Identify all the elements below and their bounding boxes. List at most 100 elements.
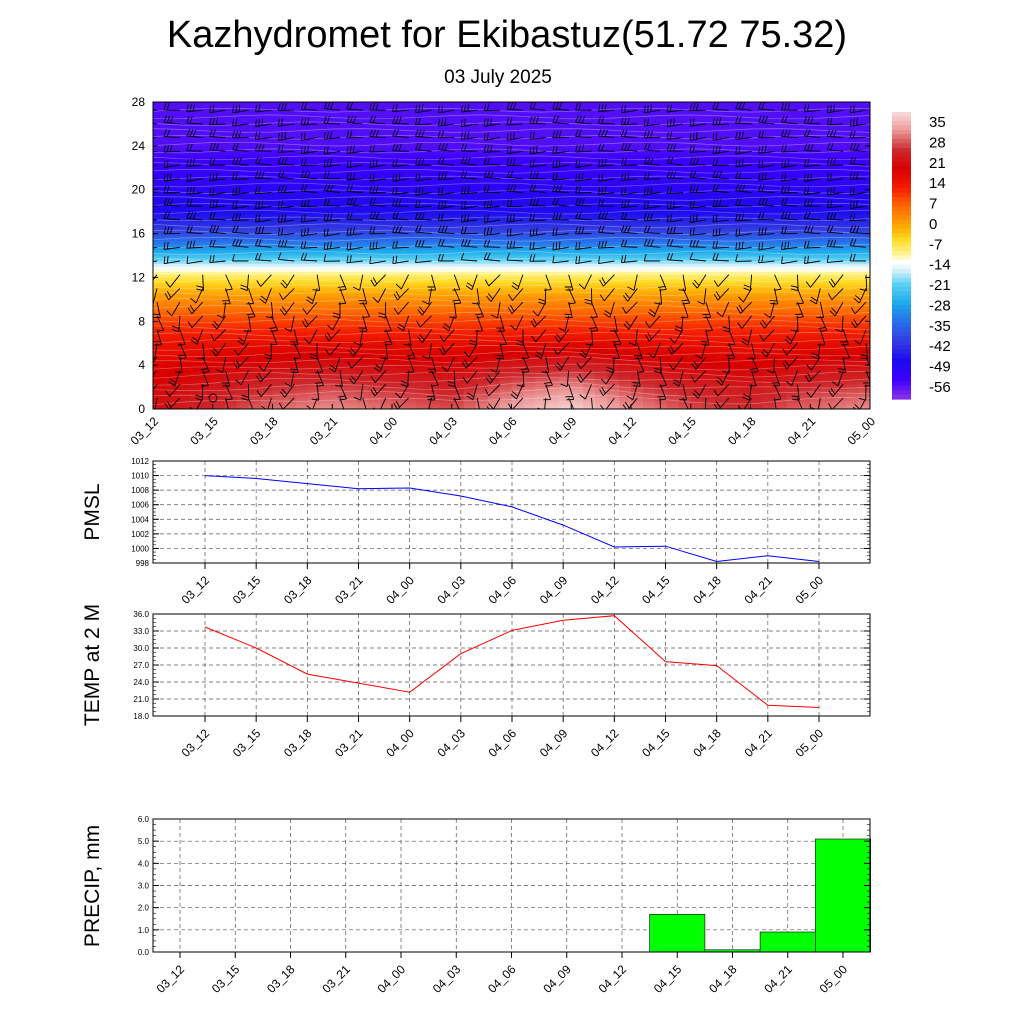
heatmap-cell [296,288,309,292]
heatmap-cell [320,208,333,213]
heatmap-cell [356,148,369,152]
heatmap-cell [415,324,429,328]
heatmap-cell [654,203,668,207]
heatmap-cell [356,225,369,229]
heatmap-cell [236,129,250,133]
heatmap-cell [164,250,178,254]
heatmap-cell [248,282,262,287]
heatmap-cell [308,250,321,254]
heatmap-cell [535,178,548,183]
heatmap-cell [176,321,190,325]
heatmap-cell [356,318,369,322]
heatmap-cell [320,260,333,265]
heatmap-cell [583,250,596,254]
heatmap-cell [631,217,644,221]
heatmap-cell [702,277,716,281]
heatmap-cell [642,154,656,158]
heatmap-cell [236,148,250,152]
heatmap-cell [236,280,250,284]
heatmap-cell [654,129,668,133]
heatmap-cell [631,123,644,128]
heatmap-cell [188,121,202,125]
heatmap-cell [511,110,525,114]
heatmap-cell [678,137,692,141]
heatmap-cell [750,255,764,259]
heatmap-cell [678,299,692,303]
heatmap-cell [822,293,835,298]
heatmap-cell [595,302,608,306]
heatmap-cell [702,326,716,331]
heatmap-cell [810,186,823,191]
heatmap-cell [642,269,656,273]
heatmap-cell [427,219,441,224]
heatmap-cell [153,148,166,152]
heatmap-cell [690,121,704,125]
heatmap-cell [858,178,870,183]
heatmap-cell [212,274,226,279]
heatmap-cell [260,126,274,131]
heatmap-cell [451,192,465,196]
heatmap-cell [750,178,764,183]
heatmap-cell [260,280,274,284]
heatmap-cell [678,110,692,114]
heatmap-cell [224,304,238,309]
heatmap-cell [666,310,680,314]
heatmap-cell [344,318,357,322]
heatmap-cell [439,214,453,218]
heatmap-cell [475,129,489,133]
heatmap-cell [535,324,548,328]
heatmap-cell [224,165,238,169]
heatmap-cell [762,140,775,144]
heatmap-cell [523,123,536,128]
heatmap-cell [403,167,417,172]
heatmap-cell [678,236,692,240]
heatmap-cell [380,132,393,136]
heatmap-cell [487,285,501,289]
heatmap-cell [392,228,405,232]
heatmap-cell [642,315,656,320]
heatmap-cell [654,271,668,276]
heatmap-cell [810,230,823,235]
heatmap-cell [368,211,381,215]
heatmap-cell [153,162,166,166]
heatmap-cell [475,145,489,150]
heatmap-cell [451,318,465,322]
heatmap-cell [308,263,321,268]
heatmap-cell [224,225,238,229]
heatmap-cell [284,233,297,237]
heatmap-cell [690,304,704,309]
heatmap-cell [714,285,728,289]
heatmap-cell [559,129,572,133]
heatmap-cell [212,151,226,155]
heatmap-cell [654,206,668,210]
heatmap-cell [200,165,214,169]
heatmap-cell [153,288,166,292]
heatmap-cell [415,310,429,314]
heatmap-cell [439,186,453,191]
heatmap-cell [487,110,501,114]
heatmap-cell [750,211,764,215]
heatmap-cell [260,206,274,210]
heatmap-cell [547,129,560,133]
heatmap-cell [260,241,274,246]
heatmap-cell [200,170,214,174]
heatmap-cell [774,197,787,202]
heatmap-cell [810,156,823,161]
heatmap-cell [750,313,764,317]
heatmap-cell [439,260,453,265]
heatmap-cell [834,156,847,161]
heatmap-cell [380,230,393,235]
heatmap-cell [714,148,728,152]
heatmap-cell [200,184,214,188]
heatmap-cell [200,211,214,215]
heatmap-cell [834,145,847,150]
heatmap-cell [320,291,333,295]
heatmap-cell [380,145,393,150]
heatmap-cell [786,236,799,240]
heatmap-cell [188,329,202,333]
heatmap-cell [762,110,775,114]
heatmap-cell [224,293,238,298]
heatmap-cell [559,115,572,120]
heatmap-cell [834,255,847,259]
heatmap-cell [164,271,178,276]
